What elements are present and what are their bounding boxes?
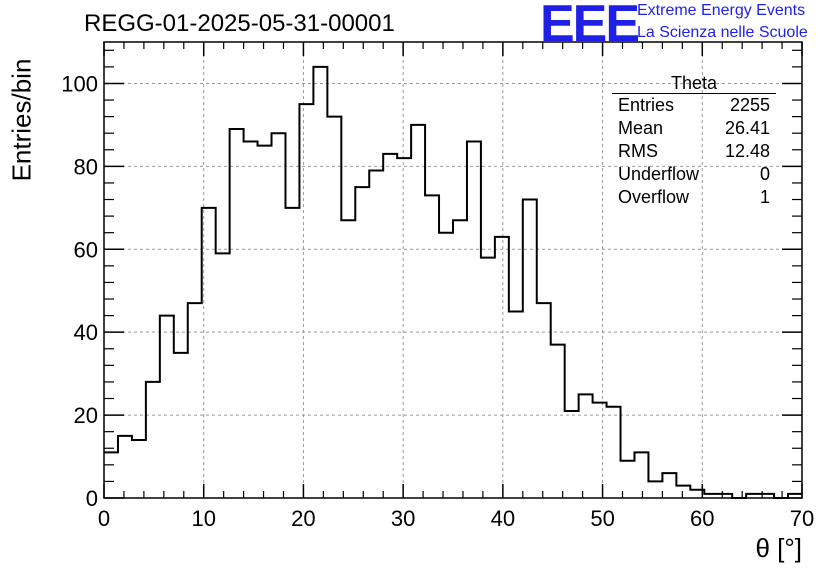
y-axis-label-container: Entries/bin [2, 50, 42, 190]
x-tick-label: 40 [491, 506, 515, 531]
stats-label: Underflow [618, 164, 700, 184]
stats-row: Overflow 1 [612, 186, 776, 209]
y-axis-label: Entries/bin [6, 58, 37, 182]
y-tick-label: 20 [74, 403, 98, 428]
x-tick-label: 30 [391, 506, 415, 531]
histogram-series [104, 65, 802, 499]
stats-value: 0 [759, 164, 770, 184]
stats-value: 2255 [729, 95, 770, 115]
y-tick-label: 80 [74, 154, 98, 179]
y-tick-label: 60 [74, 237, 98, 262]
stats-label: RMS [618, 141, 658, 161]
stats-row: Mean 26.41 [612, 117, 776, 140]
logo-subtitle-line2: La Scienza nelle Scuole [637, 24, 808, 41]
y-tick-label: 40 [74, 320, 98, 345]
stats-row: RMS 12.48 [612, 140, 776, 163]
stats-value: 1 [759, 187, 770, 207]
x-tick-label: 50 [590, 506, 614, 531]
y-tick-label: 100 [61, 71, 98, 96]
stats-row: Entries 2255 [612, 94, 776, 117]
x-tick-label: 70 [790, 506, 814, 531]
stats-label: Overflow [618, 187, 690, 207]
stats-value: 26.41 [724, 118, 770, 138]
y-tick-label: 0 [86, 486, 98, 511]
x-tick-label: 60 [690, 506, 714, 531]
stats-row: Underflow 0 [612, 163, 776, 186]
logo-subtitle-line1: Extreme Energy Events [637, 2, 806, 19]
x-axis-label: θ [°] [755, 533, 802, 563]
stats-value: 12.48 [724, 141, 770, 161]
grid-lines [104, 42, 802, 498]
chart-title: REGG-01-2025-05-31-00001 [84, 10, 395, 37]
x-tick-label: 10 [191, 506, 215, 531]
x-tick-label: 20 [291, 506, 315, 531]
stats-label: Mean [618, 118, 664, 138]
stats-box: Theta Entries 2255 Mean 26.41 RMS 12.48 … [612, 73, 776, 209]
eee-logo: EEE [540, 0, 640, 53]
x-tick-label: 0 [98, 506, 110, 531]
plot-frame [103, 41, 803, 499]
stats-label: Entries [618, 95, 675, 115]
stats-title: Theta [612, 73, 776, 94]
